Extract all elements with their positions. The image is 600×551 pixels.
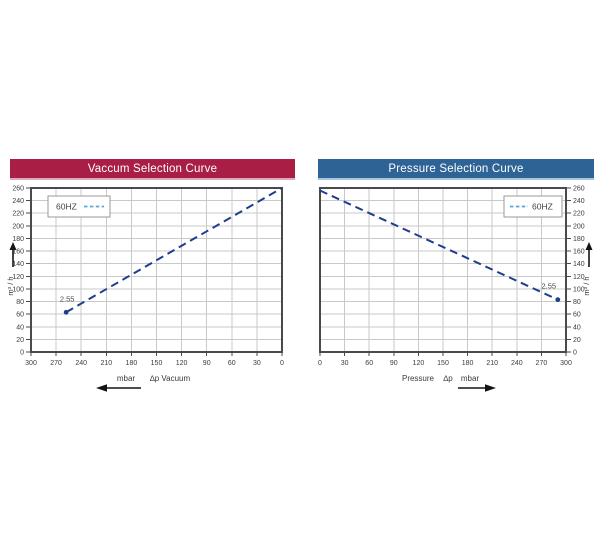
- flow-annotation: 2.55: [60, 294, 75, 303]
- pressure-banner: Pressure Selection Curve: [318, 159, 594, 180]
- x-axis-label-part: ∆p Vacuum: [150, 374, 191, 383]
- y-tick-label: 40: [16, 324, 24, 331]
- pressure-chart-title: Pressure Selection Curve: [388, 162, 524, 175]
- y-tick-label: 80: [16, 299, 24, 306]
- y-tick-label: 20: [16, 337, 24, 344]
- legend-label: 60HZ: [56, 202, 77, 212]
- x-tick-label: 60: [365, 360, 373, 367]
- x-axis-arrow-icon: [96, 384, 107, 392]
- x-tick-label: 90: [390, 360, 398, 367]
- y-tick-label: 100: [573, 286, 585, 293]
- vacuum-chart-svg: 300 270 240 210 180 150 120 90 60 30 0020406080100…: [6, 186, 284, 392]
- y-tick-label: 60: [16, 312, 24, 319]
- x-tick-label: 270: [50, 360, 62, 367]
- y-tick-label: 160: [573, 249, 585, 256]
- y-tick-label: 240: [12, 198, 24, 205]
- x-tick-label: 150: [437, 360, 449, 367]
- y-tick-label: 140: [573, 261, 585, 268]
- x-tick-label: 90: [203, 360, 211, 367]
- plot-border: [319, 187, 567, 353]
- x-tick-label: 30: [341, 360, 349, 367]
- y-axis-label: m³ / h: [582, 276, 591, 295]
- plot-border: [30, 187, 283, 353]
- x-tick-label: 60: [228, 360, 236, 367]
- y-tick-label: 120: [573, 274, 585, 281]
- y-tick-label: 20: [573, 337, 581, 344]
- legend-box: [47, 195, 111, 218]
- y-tick-label: 40: [573, 324, 581, 331]
- y-axis-arrow-icon: [9, 242, 17, 250]
- vacuum-banner: Vaccum Selection Curve: [10, 159, 295, 180]
- series-endpoint-dot: [63, 309, 69, 315]
- y-tick-label: 220: [573, 211, 585, 218]
- y-tick-label: 160: [12, 249, 24, 256]
- y-tick-label: 260: [573, 186, 585, 193]
- series-line-60hz: [319, 189, 559, 301]
- y-tick-label: 260: [12, 186, 24, 193]
- x-tick-label: 120: [176, 360, 188, 367]
- pressure-chart-svg: 0 30 60 90 120 150 180 210 240 270 300020406080100…: [318, 186, 593, 392]
- y-tick-label: 240: [573, 198, 585, 205]
- legend-label: 60HZ: [532, 202, 553, 212]
- x-tick-label: 300: [25, 360, 37, 367]
- y-tick-label: 220: [12, 211, 24, 218]
- x-tick-label: 240: [511, 360, 523, 367]
- x-tick-label: 210: [486, 360, 498, 367]
- vacuum-chart-title: Vaccum Selection Curve: [87, 162, 218, 175]
- y-axis-label: m³ / h: [6, 276, 15, 295]
- x-axis-label-part: Pressure: [402, 374, 435, 383]
- y-tick-label: 140: [12, 261, 24, 268]
- vacuum-chart: 300 270 240 210 180 150 120 90 60 30 0 0 20 40 60 80 100…: [0, 183, 300, 418]
- legend-box: [503, 195, 563, 218]
- x-tick-label: 270: [536, 360, 548, 367]
- x-tick-label: 120: [413, 360, 425, 367]
- y-tick-label: 100: [12, 286, 24, 293]
- x-axis-label-part: mbar: [461, 374, 480, 383]
- x-tick-label: 210: [100, 360, 112, 367]
- pressure-chart: 0 30 60 90 120 150 180 210 240 270 300 0 20 40 60 80 100…: [300, 183, 600, 418]
- x-tick-label: 180: [462, 360, 474, 367]
- y-tick-label: 60: [573, 312, 581, 319]
- x-tick-label: 0: [318, 360, 322, 367]
- y-tick-label: 180: [573, 236, 585, 243]
- y-tick-label: 0: [20, 350, 24, 357]
- x-tick-label: 30: [253, 360, 261, 367]
- y-tick-label: 180: [12, 236, 24, 243]
- y-tick-label: 0: [573, 350, 577, 357]
- x-tick-label: 150: [151, 360, 163, 367]
- series-endpoint-dot: [555, 297, 561, 303]
- x-tick-label: 240: [75, 360, 87, 367]
- x-axis-label-part: ∆p: [443, 374, 453, 383]
- x-tick-label: 0: [280, 360, 284, 367]
- x-tick-label: 300: [560, 360, 572, 367]
- x-axis-arrow-icon: [485, 384, 496, 392]
- flow-annotation: 2.55: [541, 282, 556, 291]
- x-tick-label: 180: [126, 360, 138, 367]
- y-tick-label: 80: [573, 299, 581, 306]
- series-line-60hz: [65, 187, 283, 314]
- y-tick-label: 120: [12, 274, 24, 281]
- x-axis-label-part: mbar: [117, 374, 136, 383]
- y-axis-arrow-icon: [585, 242, 593, 250]
- y-tick-label: 200: [12, 223, 24, 230]
- y-tick-label: 200: [573, 223, 585, 230]
